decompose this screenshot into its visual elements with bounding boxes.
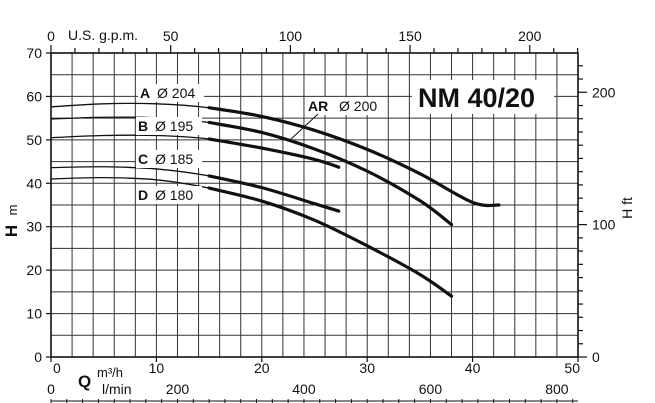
x-tick-label: 40 xyxy=(465,360,481,376)
chart-title: NM 40/20 xyxy=(418,83,535,113)
x-lmin-tick-label: 800 xyxy=(545,381,569,397)
curve-a-operating xyxy=(207,106,501,208)
curve-b-operating xyxy=(207,120,454,227)
curve-d-operating xyxy=(207,186,454,298)
right-axis: 0 100 200 xyxy=(578,65,616,365)
x-lmin-tick-label: 400 xyxy=(292,381,316,397)
x-axis-unit-lmin: l/min xyxy=(102,381,132,397)
curve-d-thin xyxy=(50,176,452,297)
y-tick-label: 50 xyxy=(26,132,42,148)
y-axis-unit: m xyxy=(5,205,20,216)
curve-letter-c: C xyxy=(138,151,148,167)
curve-letter-a: A xyxy=(140,85,150,101)
y-tick-label: 40 xyxy=(26,175,42,191)
curve-diameter-c: Ø 185 xyxy=(155,151,193,167)
curve-label-backdrop xyxy=(138,84,204,102)
top-axis-unit: U.S. g.p.m. xyxy=(68,27,138,43)
x-tick-label: 50 xyxy=(564,360,580,376)
ft-tick-label: 200 xyxy=(592,84,616,100)
x-lmin-tick-label: 200 xyxy=(166,381,190,397)
gpm-tick-label: 0 xyxy=(47,28,55,44)
curve-label-backdrop xyxy=(136,117,202,135)
gpm-tick-label: 50 xyxy=(163,28,179,44)
curve-diameter-d: Ø 180 xyxy=(155,187,193,203)
curve-diameter-ar: Ø 200 xyxy=(339,98,377,114)
curve-label-backdrop xyxy=(136,150,202,168)
x-tick-label: 0 xyxy=(53,360,61,376)
y-tick-label: 0 xyxy=(34,349,42,365)
x-axis-unit-m3h: m³/h xyxy=(97,365,123,380)
x-axis-symbol: Q xyxy=(78,372,91,391)
y-tick-label: 60 xyxy=(26,88,42,104)
curve-diameter-a: Ø 204 xyxy=(157,85,195,101)
curve-ar-operating xyxy=(207,137,341,169)
curve-letter-b: B xyxy=(138,118,148,134)
title-backdrop xyxy=(412,80,554,114)
y-tick-label: 10 xyxy=(26,306,42,322)
x-tick-label: 30 xyxy=(359,360,375,376)
ar-leader-line xyxy=(289,113,319,141)
gpm-tick-label: 100 xyxy=(279,28,303,44)
gpm-tick-label: 150 xyxy=(398,28,422,44)
x-lmin-tick-label: 600 xyxy=(419,381,443,397)
labels: A Ø 204 B Ø 195 C Ø 185 D Ø 180 AR Ø 200 xyxy=(136,84,384,204)
y-tick-label: 30 xyxy=(26,219,42,235)
curves xyxy=(50,102,501,298)
y-tick-label: 70 xyxy=(26,45,42,61)
y-tick-label: 20 xyxy=(26,262,42,278)
curve-letter-d: D xyxy=(138,187,148,203)
curve-c-operating xyxy=(207,174,341,213)
curve-label-backdrop xyxy=(136,186,202,204)
curve-diameter-b: Ø 195 xyxy=(155,118,193,134)
right-axis-unit: H ft xyxy=(619,197,635,219)
gpm-tick-label: 200 xyxy=(518,28,542,44)
curve-b-thin xyxy=(50,116,452,226)
curve-letter-ar: AR xyxy=(308,98,328,114)
top-axis: 0 50 100 150 200 xyxy=(47,28,579,53)
x-tick-label: 20 xyxy=(254,360,270,376)
x-lmin-tick-label: 0 xyxy=(47,381,55,397)
curve-label-backdrop xyxy=(306,97,384,115)
ft-tick-label: 100 xyxy=(592,217,616,233)
ft-tick-label: 0 xyxy=(592,349,600,365)
x-tick-label: 10 xyxy=(149,360,165,376)
y-axis-symbol: H xyxy=(2,225,21,237)
